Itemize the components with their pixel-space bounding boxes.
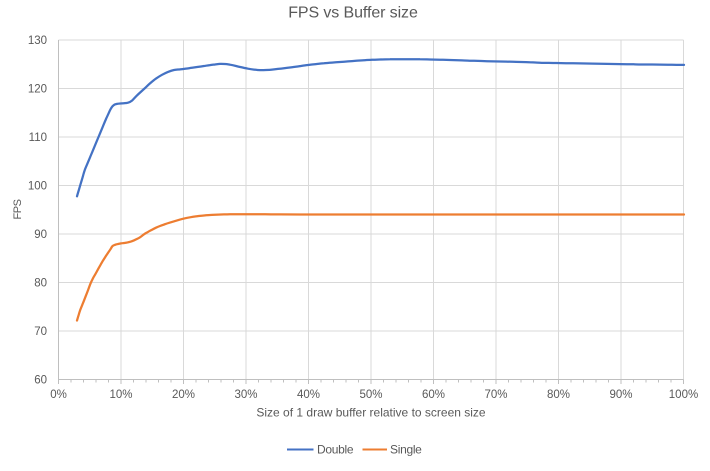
svg-text:80%: 80% (547, 389, 570, 401)
svg-text:70: 70 (34, 326, 47, 338)
svg-text:80: 80 (34, 278, 47, 290)
svg-text:110: 110 (29, 132, 47, 144)
svg-text:Single: Single (390, 442, 422, 456)
svg-text:90: 90 (34, 229, 47, 241)
svg-text:100: 100 (28, 181, 47, 193)
svg-text:130: 130 (28, 35, 47, 47)
svg-text:FPS vs Buffer size: FPS vs Buffer size (288, 5, 418, 22)
svg-text:50%: 50% (359, 389, 382, 401)
svg-text:20%: 20% (172, 389, 195, 401)
svg-text:30%: 30% (234, 389, 257, 401)
svg-text:Double: Double (317, 442, 354, 456)
svg-text:70%: 70% (484, 389, 507, 401)
svg-text:120: 120 (28, 84, 47, 96)
svg-text:90%: 90% (609, 389, 632, 401)
svg-text:0%: 0% (50, 389, 67, 401)
svg-text:40%: 40% (297, 389, 320, 401)
svg-text:Size of 1 draw buffer relative: Size of 1 draw buffer relative to screen… (256, 405, 486, 419)
svg-text:10%: 10% (109, 389, 132, 401)
svg-text:60%: 60% (422, 389, 445, 401)
svg-text:FPS: FPS (12, 199, 24, 219)
svg-text:60: 60 (34, 375, 47, 387)
svg-text:100%: 100% (669, 389, 698, 401)
